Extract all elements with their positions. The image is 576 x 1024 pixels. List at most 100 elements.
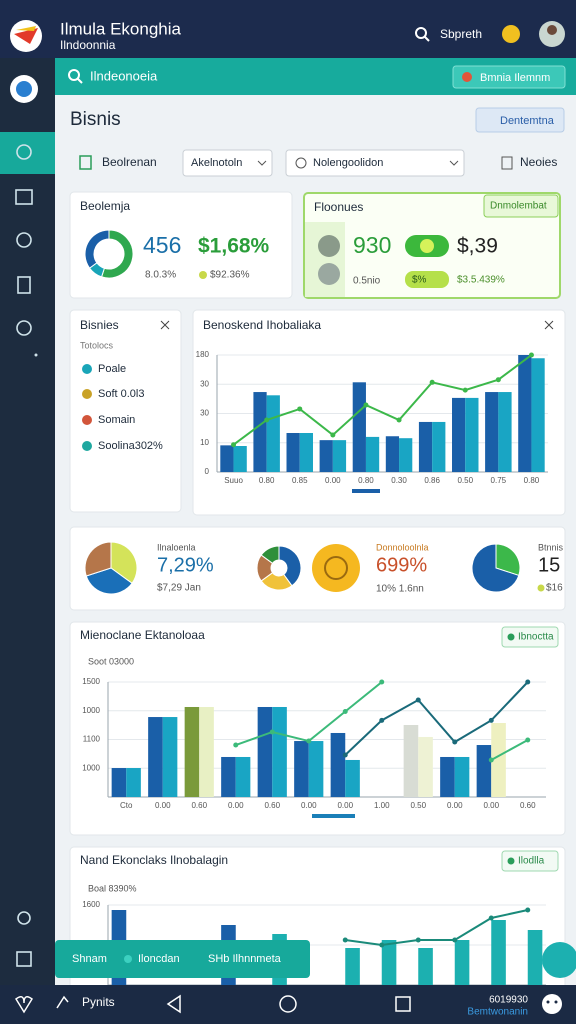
- assistant-icon: [554, 1000, 558, 1004]
- x-tick-label: 0.00: [483, 801, 499, 810]
- bar: [365, 436, 380, 472]
- search-icon[interactable]: [68, 69, 80, 81]
- filter-action[interactable]: Neoies: [520, 155, 557, 169]
- coin-icon: [312, 544, 360, 592]
- action-icon: [501, 156, 513, 170]
- badge-label[interactable]: Ibnoctta: [518, 632, 554, 643]
- select-label[interactable]: Nolengoolidon: [313, 157, 383, 169]
- home-button[interactable]: [279, 995, 297, 1013]
- y-tick-label: 30: [200, 379, 209, 388]
- nav-icon[interactable]: [15, 996, 33, 1014]
- stat-sub: 10% 1.6nn: [376, 584, 424, 595]
- nav-icon[interactable]: [16, 144, 32, 160]
- bar: [126, 768, 141, 797]
- assistant-icon[interactable]: [542, 994, 562, 1014]
- close-icon[interactable]: [544, 320, 554, 330]
- bar: [452, 397, 466, 472]
- bar: [294, 741, 309, 797]
- chart-title: Nand Ekonclaks Ilnobalagin: [80, 853, 228, 867]
- bar: [476, 745, 492, 797]
- bar: [199, 706, 214, 797]
- nav-icon[interactable]: [17, 911, 31, 925]
- nav-icon[interactable]: [16, 951, 32, 967]
- line-point: [306, 738, 312, 744]
- nav-icon[interactable]: [17, 276, 31, 294]
- legend-swatch: [82, 415, 92, 425]
- card-accent: [305, 222, 345, 297]
- stat-label: Donnoloolnla: [376, 542, 429, 552]
- line-point: [379, 942, 385, 948]
- recents-button[interactable]: [395, 996, 411, 1012]
- dot: [124, 955, 132, 963]
- nav-icon[interactable]: [15, 189, 33, 205]
- line-point: [379, 717, 385, 723]
- stat-sub: $7,29 Jan: [157, 583, 201, 594]
- avatar-face: [547, 25, 557, 35]
- toolbar-search[interactable]: Ilndeonoeia: [90, 68, 158, 83]
- bar: [418, 736, 433, 797]
- search-label[interactable]: Sbpreth: [440, 27, 482, 41]
- toolbar-button-label[interactable]: Bmnia Ilemnm: [480, 72, 550, 84]
- line-point: [231, 442, 237, 448]
- notification-icon[interactable]: [502, 25, 520, 43]
- bar: [491, 723, 506, 797]
- bar: [286, 433, 300, 472]
- overlay-item[interactable]: SHb Ilhnnmeta: [208, 953, 282, 965]
- x-tick-label: 0.30: [391, 476, 407, 485]
- bar: [266, 395, 280, 472]
- search-icon[interactable]: [415, 27, 427, 39]
- badge-label[interactable]: Ilodlla: [518, 856, 545, 867]
- pie-slice: [471, 543, 520, 593]
- nav-dot: [34, 353, 38, 357]
- page-button-label[interactable]: Dentemtna: [500, 115, 555, 127]
- select-icon: [295, 157, 307, 169]
- logo-mark: [14, 28, 38, 44]
- overlay-item[interactable]: Iloncdan: [138, 953, 180, 965]
- app-subtitle: Ilndoonnia: [60, 38, 116, 52]
- assistant-icon: [546, 1000, 550, 1004]
- button-icon: [462, 72, 472, 82]
- bar: [308, 741, 324, 797]
- nav-label[interactable]: Pynits: [82, 995, 115, 1009]
- page-button[interactable]: [475, 107, 565, 133]
- badge[interactable]: [483, 194, 559, 218]
- line-point: [342, 709, 348, 715]
- back-button[interactable]: [166, 994, 181, 1014]
- overlay-item[interactable]: Shnam: [72, 953, 107, 965]
- x-tick-label: 0.85: [292, 476, 308, 485]
- bar: [527, 930, 543, 985]
- nav-icon[interactable]: [16, 232, 32, 248]
- nav-link[interactable]: Bemtwonanin: [467, 1007, 528, 1018]
- select[interactable]: [182, 149, 273, 177]
- legend-label: Poale: [98, 363, 126, 375]
- nav-icon[interactable]: [16, 320, 32, 336]
- search-icon: [424, 36, 430, 42]
- chevron: [449, 160, 459, 166]
- bar: [299, 433, 313, 472]
- line-series: [345, 909, 528, 947]
- close-icon[interactable]: [160, 320, 170, 330]
- fab[interactable]: [542, 942, 576, 978]
- x-tick-label: 0.00: [228, 801, 244, 810]
- bar: [162, 717, 178, 797]
- bar: [148, 717, 163, 797]
- x-tick-label: Cto: [120, 801, 133, 810]
- line-series: [232, 354, 533, 446]
- toolbar-button[interactable]: [452, 65, 566, 89]
- stat-value: 7,29%: [157, 554, 214, 576]
- avatar: [318, 235, 340, 257]
- nav-code: 6019930: [489, 995, 528, 1006]
- sidebar-active[interactable]: [0, 132, 55, 174]
- avatar: [318, 263, 340, 285]
- badge-label[interactable]: Dnmolembat: [490, 201, 547, 212]
- x-tick-label: 0.50: [410, 801, 426, 810]
- line-point: [342, 752, 348, 758]
- card-title: Beolemja: [80, 199, 130, 213]
- select-label[interactable]: Akelnotoln: [191, 157, 242, 169]
- bar: [184, 706, 200, 797]
- select[interactable]: [285, 149, 465, 177]
- pie-slice: [278, 545, 302, 587]
- badge[interactable]: [501, 850, 559, 872]
- badge[interactable]: [501, 626, 559, 648]
- y-tick-label: 30: [200, 409, 209, 418]
